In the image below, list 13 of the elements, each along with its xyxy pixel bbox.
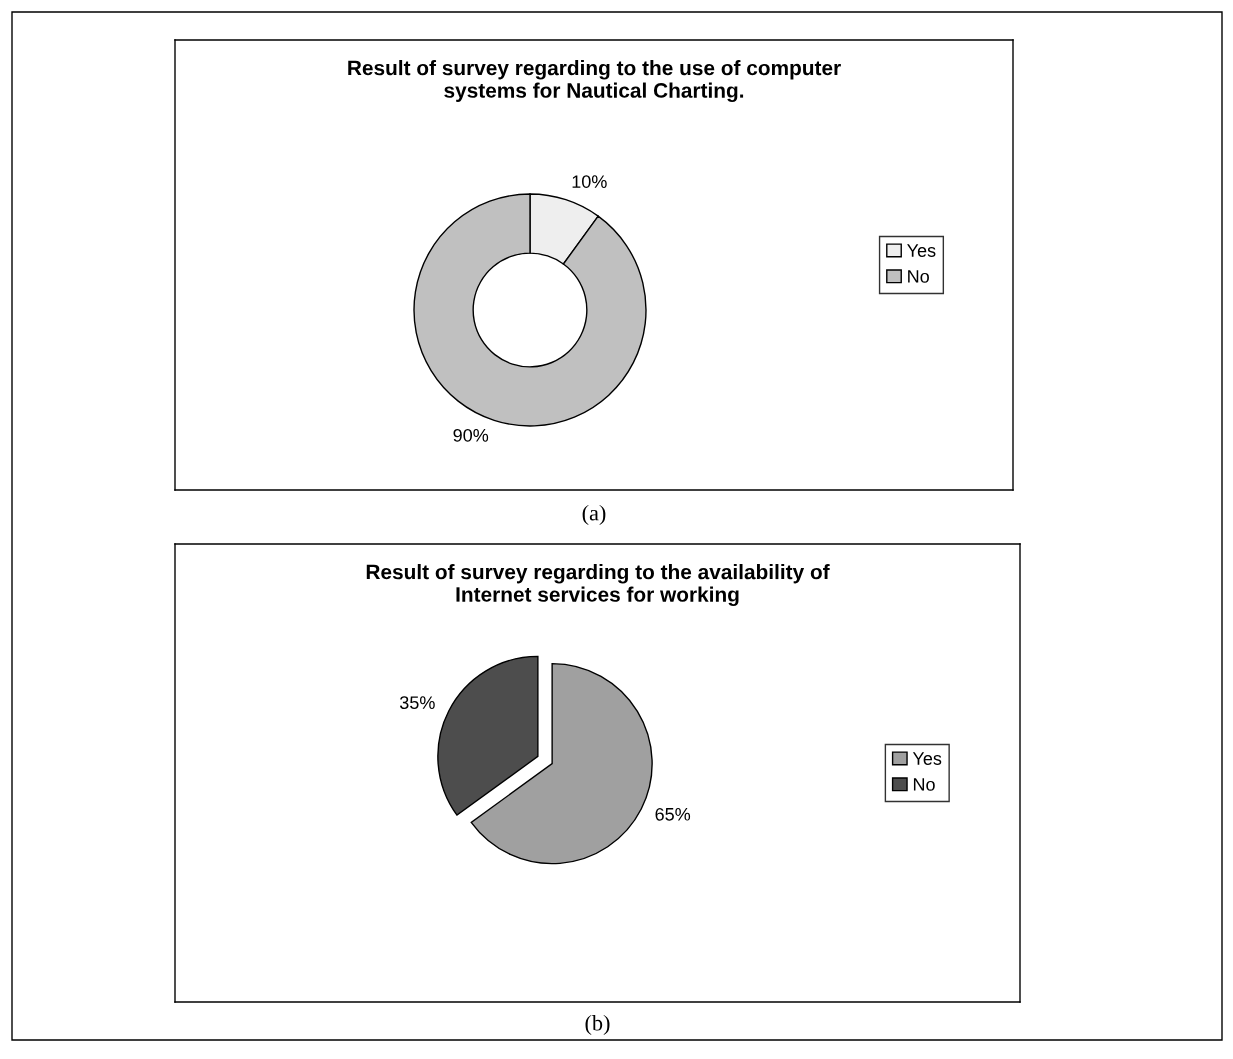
text: (a)	[582, 504, 606, 526]
legend-label: Yes	[907, 244, 936, 257]
legend-label: Yes	[912, 752, 942, 765]
donut-slice	[413, 193, 647, 427]
data-label: 90%	[453, 428, 489, 442]
chart-title: Result of survey regarding to the availability of Internet services for working	[366, 564, 830, 607]
data-label: 65%	[655, 807, 691, 821]
legend-label: No	[908, 270, 929, 283]
text: (b)	[585, 1014, 610, 1036]
data-label: 10%	[572, 175, 607, 188]
legend-label: No	[913, 778, 935, 791]
data-label: 35%	[399, 696, 435, 710]
chart-title: Result of survey regarding to the use of computer systems for Nautical Charting.	[348, 60, 841, 103]
